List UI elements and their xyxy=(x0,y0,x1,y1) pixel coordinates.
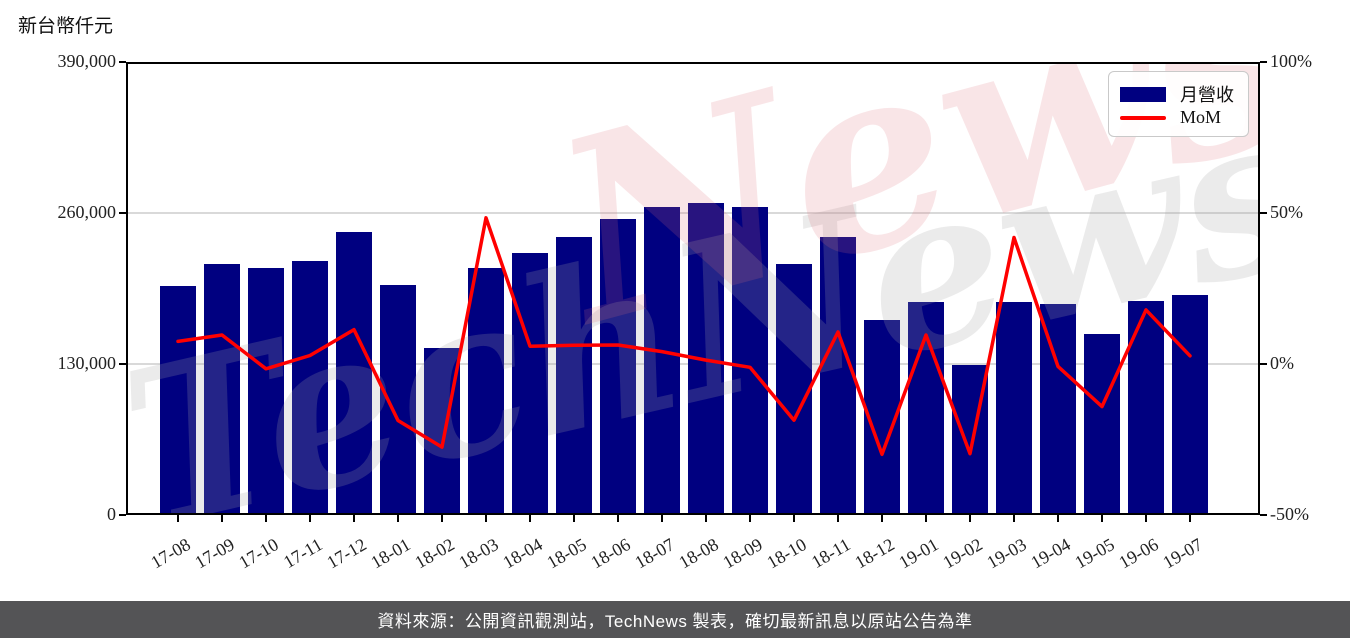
revenue-bar-18-03 xyxy=(468,267,504,515)
legend-bar-swatch xyxy=(1120,86,1166,102)
revenue-bar-19-04 xyxy=(1040,304,1076,515)
x-axis-tick-label: 18-11 xyxy=(808,534,854,573)
axis-tick xyxy=(397,515,399,522)
x-axis-tick-label: 19-02 xyxy=(939,534,986,573)
x-axis-tick-label: 19-05 xyxy=(1071,534,1118,573)
axis-tick xyxy=(441,515,443,522)
axis-tick xyxy=(705,515,707,522)
footer-text: 資料來源：公開資訊觀測站，TechNews 製表，確切最新訊息以原站公告為準 xyxy=(377,612,973,631)
axis-tick xyxy=(749,515,751,522)
x-axis-tick-label: 17-11 xyxy=(280,534,326,573)
x-axis-tick-label: 18-05 xyxy=(543,534,590,573)
legend-line-swatch xyxy=(1120,115,1166,120)
x-axis-tick-label: 18-12 xyxy=(851,534,898,573)
revenue-bar-18-07 xyxy=(644,207,680,515)
x-axis-tick-label: 18-09 xyxy=(719,534,766,573)
axis-tick xyxy=(925,515,927,522)
footer-bar: 資料來源：公開資訊觀測站，TechNews 製表，確切最新訊息以原站公告為準 xyxy=(0,601,1350,638)
axis-tick xyxy=(1057,515,1059,522)
legend: 月營收 MoM xyxy=(1108,71,1249,137)
revenue-bar-18-06 xyxy=(600,219,636,515)
revenue-bar-17-11 xyxy=(292,261,328,515)
y2-axis-tick-label: 100% xyxy=(1270,51,1312,71)
revenue-bar-18-05 xyxy=(556,236,592,515)
revenue-bar-17-08 xyxy=(160,286,196,515)
mom-line xyxy=(176,216,1192,457)
axis-tick xyxy=(119,363,126,365)
axis-tick xyxy=(1189,515,1191,522)
revenue-bar-18-04 xyxy=(512,253,548,515)
revenue-bar-18-01 xyxy=(380,285,416,515)
axis-tick xyxy=(1260,363,1267,365)
x-axis-tick-label: 18-07 xyxy=(631,534,678,573)
x-axis-tick-label: 18-08 xyxy=(675,534,722,573)
y2-axis-tick-label: 0% xyxy=(1270,353,1294,373)
axis-tick xyxy=(529,515,531,522)
axis-tick xyxy=(119,212,126,214)
axis-tick xyxy=(617,515,619,522)
bars-layer xyxy=(126,62,1260,515)
revenue-bar-19-05 xyxy=(1084,333,1120,515)
x-axis-tick-label: 19-03 xyxy=(983,534,1030,573)
y-axis-tick-label: 130,000 xyxy=(57,353,117,373)
axis-tick xyxy=(353,515,355,522)
axis-tick xyxy=(881,515,883,522)
revenue-bar-18-11 xyxy=(820,237,856,515)
axis-tick xyxy=(793,515,795,522)
axis-tick xyxy=(1260,212,1267,214)
axis-tick xyxy=(1101,515,1103,522)
axis-tick xyxy=(661,515,663,522)
legend-label-mom: MoM xyxy=(1180,107,1222,127)
axis-tick xyxy=(119,514,126,516)
revenue-bar-17-12 xyxy=(336,232,372,515)
y-axis-tick-label: 390,000 xyxy=(57,51,117,71)
revenue-bar-17-09 xyxy=(204,264,240,515)
mom-line-layer xyxy=(176,216,1192,457)
x-axis-tick-label: 17-09 xyxy=(191,534,238,573)
axis-tick xyxy=(837,515,839,522)
axis-tick xyxy=(1260,514,1267,516)
legend-row-mom: MoM xyxy=(1120,107,1237,128)
chart-title: 新台幣仟元 xyxy=(18,16,114,37)
revenue-bar-18-10 xyxy=(776,264,812,515)
axis-tick xyxy=(309,515,311,522)
axis-tick xyxy=(1260,61,1267,63)
x-axis-tick-label: 17-12 xyxy=(323,534,370,573)
y-axis-tick-label: 0 xyxy=(107,504,116,524)
legend-label-revenue: 月營收 xyxy=(1180,85,1234,105)
x-axis-tick-label: 17-10 xyxy=(235,534,282,573)
x-axis-tick-label: 18-06 xyxy=(587,534,634,573)
axis-tick xyxy=(969,515,971,522)
axis-tick xyxy=(573,515,575,522)
axis-tick xyxy=(119,61,126,63)
axis-tick xyxy=(265,515,267,522)
x-axis-tick-label: 19-01 xyxy=(895,534,942,573)
y2-axis-tick-label: 50% xyxy=(1270,202,1303,222)
revenue-bar-18-09 xyxy=(732,206,768,515)
axis-tick xyxy=(485,515,487,522)
x-axis-tick-label: 19-07 xyxy=(1159,534,1206,573)
revenue-bar-19-07 xyxy=(1172,295,1208,515)
axis-tick xyxy=(221,515,223,522)
y2-axis-tick-label: -50% xyxy=(1270,504,1309,524)
x-axis-tick-label: 18-10 xyxy=(763,534,810,573)
x-axis-tick-label: 18-01 xyxy=(367,534,414,573)
axis-tick xyxy=(177,515,179,522)
x-axis-tick-label: 19-04 xyxy=(1027,534,1074,573)
x-axis-tick-label: 18-02 xyxy=(411,534,458,573)
revenue-bar-17-10 xyxy=(248,268,284,515)
x-axis-tick-label: 19-06 xyxy=(1115,534,1162,573)
legend-row-revenue: 月營收 xyxy=(1120,81,1237,107)
axis-tick xyxy=(1145,515,1147,522)
x-axis-tick-label: 17-08 xyxy=(147,534,194,573)
plot-area: TechNews News xyxy=(126,62,1260,515)
axis-tick xyxy=(1013,515,1015,522)
x-axis-tick-label: 18-03 xyxy=(455,534,502,573)
x-axis-tick-label: 18-04 xyxy=(499,534,546,573)
revenue-bar-19-03 xyxy=(996,302,1032,515)
y-axis-tick-label: 260,000 xyxy=(57,202,117,222)
